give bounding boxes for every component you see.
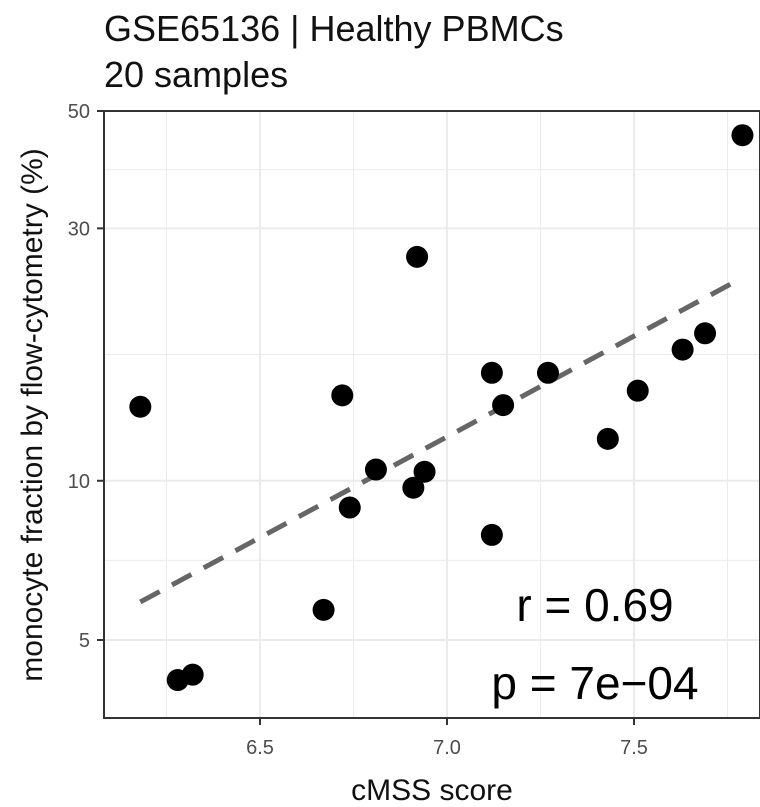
y-tick-label: 50 [68, 101, 90, 123]
data-point [406, 245, 429, 268]
p-value-annotation: p = 7e−04 [491, 657, 698, 709]
data-points [129, 124, 754, 692]
x-tick-label: 7.5 [620, 737, 648, 759]
y-tick-label: 30 [68, 218, 90, 240]
data-point [129, 395, 152, 418]
grid-major-lines [104, 110, 760, 718]
data-point [492, 394, 515, 417]
data-point [402, 476, 425, 499]
data-point [181, 663, 204, 686]
chart-title-block: GSE65136 | Healthy PBMCs 20 samples [104, 6, 564, 98]
x-tick-label: 6.5 [246, 737, 274, 759]
data-point [626, 379, 649, 402]
data-point [480, 523, 503, 546]
y-tick-label: 5 [79, 630, 90, 652]
chart-subtitle: 20 samples [104, 54, 289, 95]
data-point [331, 384, 354, 407]
data-point [671, 338, 694, 361]
data-point [364, 458, 387, 481]
data-point [312, 598, 335, 621]
data-point [413, 460, 436, 483]
x-axis-ticks: 6.5 7.0 7.5 [246, 718, 648, 759]
correlation-annotation: r = 0.69 [516, 579, 673, 631]
y-tick-label: 10 [68, 471, 90, 493]
data-point [731, 124, 754, 147]
y-axis-ticks: 5 10 30 50 [68, 101, 104, 652]
regression-fit-line [139, 275, 744, 605]
y-axis-title: monocyte fraction by flow-cytometry (%) [16, 148, 49, 681]
x-axis-title: cMSS score [351, 774, 513, 807]
data-point [694, 322, 717, 345]
data-point [338, 496, 361, 519]
x-tick-label: 7.0 [433, 737, 461, 759]
data-point [480, 361, 503, 384]
data-point [596, 427, 619, 450]
chart-title: GSE65136 | Healthy PBMCs [104, 8, 564, 49]
panel-border [103, 110, 760, 719]
data-point [536, 361, 559, 384]
